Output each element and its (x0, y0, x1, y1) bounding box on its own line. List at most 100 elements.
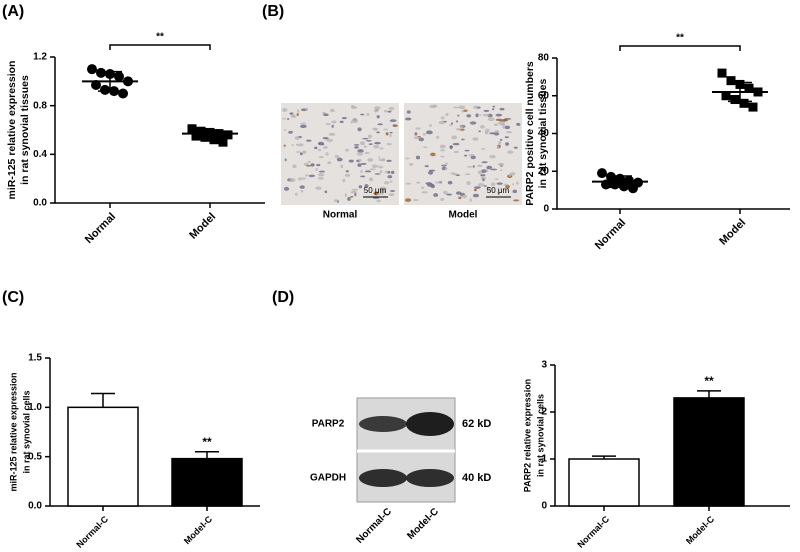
cell (473, 105, 479, 109)
cell (414, 132, 418, 136)
panel-label: (B) (262, 3, 284, 20)
cell (485, 128, 490, 133)
cell (460, 125, 464, 128)
cell (412, 198, 419, 202)
point (606, 171, 616, 182)
cell (367, 158, 374, 162)
cell (516, 122, 521, 126)
cell (289, 112, 294, 115)
cell (317, 148, 322, 152)
cell (495, 113, 503, 117)
cell (469, 198, 472, 202)
cell (389, 180, 393, 183)
cell (341, 117, 347, 120)
cell (297, 109, 300, 113)
cell (322, 146, 328, 149)
cell (504, 183, 507, 187)
cell (356, 152, 364, 156)
cell (462, 194, 467, 199)
cell (299, 185, 305, 189)
cell (374, 141, 381, 145)
cell (383, 128, 389, 131)
bar (673, 397, 745, 507)
cell (440, 116, 445, 120)
cell (347, 196, 351, 201)
error-bar (98, 70, 122, 92)
cell (466, 181, 471, 186)
scale-bar-label: 50 μm (364, 186, 387, 195)
point (187, 124, 197, 134)
cell (345, 148, 349, 152)
cell (281, 108, 288, 112)
cell (483, 185, 487, 187)
cell (421, 191, 428, 194)
cell (442, 190, 448, 195)
cell (323, 113, 329, 117)
cell (288, 130, 293, 134)
cell (466, 114, 472, 118)
axis (556, 58, 790, 210)
cell (468, 154, 475, 157)
cell (368, 134, 373, 139)
x-tick-label: Model-C (182, 514, 215, 547)
cell (300, 177, 307, 180)
cell (500, 169, 503, 172)
cell (502, 125, 506, 129)
cell (451, 172, 458, 176)
cell (362, 137, 369, 140)
cell (386, 142, 393, 146)
cell (509, 172, 516, 176)
cell (464, 173, 471, 176)
bar (171, 457, 243, 507)
cell (369, 168, 376, 171)
cell (389, 133, 392, 138)
cell (463, 154, 468, 157)
cell (315, 186, 322, 190)
point (739, 98, 749, 108)
cell (430, 152, 436, 157)
cell (449, 124, 453, 126)
cell (405, 117, 412, 121)
cell (366, 113, 370, 116)
cell (296, 151, 301, 153)
cell (432, 104, 438, 108)
error-bar (728, 81, 752, 103)
cell (379, 189, 387, 194)
cell (415, 127, 421, 130)
x-tick-label: Model (187, 211, 218, 242)
cell (379, 170, 383, 174)
blot-lane-label: Normal-C (354, 506, 394, 546)
error-bar (91, 392, 115, 408)
cell (315, 168, 318, 172)
cell (376, 199, 381, 203)
error-bar (608, 175, 632, 189)
cell (507, 118, 512, 120)
cell (390, 170, 395, 175)
cell (447, 180, 453, 185)
cell (451, 135, 458, 140)
cell (379, 147, 384, 150)
cell (360, 113, 365, 116)
cell (342, 178, 346, 183)
panel-label: (D) (272, 289, 294, 306)
cell (383, 110, 388, 113)
cell (282, 117, 287, 120)
cell (294, 136, 300, 140)
cell (325, 122, 331, 126)
cell (368, 177, 374, 182)
cell (469, 121, 477, 125)
cell (318, 155, 324, 159)
point (118, 88, 128, 99)
y-tick-label: 0.0 (33, 198, 47, 209)
point (726, 76, 736, 86)
cell (339, 120, 344, 124)
cell (286, 118, 290, 120)
cell (389, 119, 397, 123)
cell (444, 162, 448, 165)
cell (477, 182, 485, 187)
cell (386, 159, 392, 162)
cell (364, 170, 372, 173)
y-tick-label: 2 (541, 407, 547, 418)
cell (482, 178, 485, 182)
cell (416, 181, 421, 184)
